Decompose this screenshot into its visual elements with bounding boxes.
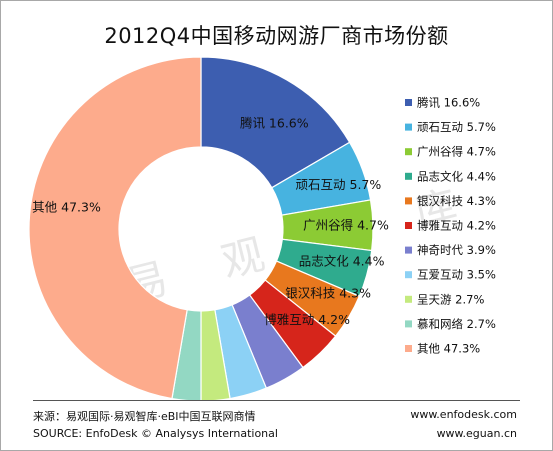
legend-label-6: 博雅互动 4.2% — [417, 219, 496, 233]
legend-label-7: 神奇时代 3.9% — [417, 243, 496, 257]
legend-swatch-5 — [405, 197, 412, 205]
legend-label-5: 银汉科技 4.3% — [417, 194, 496, 208]
legend-swatch-6 — [405, 222, 412, 229]
footer-source-en: SOURCE: EnfoDesk © Analysys Internationa… — [33, 427, 278, 440]
donut-slices — [28, 56, 374, 402]
legend: 腾讯 16.6% 顽石互动 5.7% 广州谷得 4.7% 品志文化 4.4% 银汉科技 … — [405, 96, 496, 356]
legend-swatch-3 — [405, 148, 412, 156]
footer-source-cn: 来源：易观国际·易观智库·eBI中国互联网商情 — [33, 410, 256, 423]
slice-label-5: 银汉科技 4.3% — [285, 286, 371, 301]
donut-slice-1 — [200, 56, 351, 189]
legend-swatch-11 — [405, 345, 412, 352]
legend-label-1: 腾讯 16.6% — [417, 96, 480, 110]
footer-url-enfodesk: www.enfodesk.com — [410, 408, 517, 421]
footer-divider — [33, 400, 520, 401]
legend-swatch-2 — [405, 123, 412, 131]
slice-label-1: 腾讯 16.6% — [240, 115, 309, 130]
slice-label-4: 品志文化 4.4% — [299, 254, 385, 269]
legend-label-3: 广州谷得 4.7% — [417, 145, 496, 159]
donut-slice-11 — [28, 56, 202, 400]
footer-url-eguan: www.eguan.cn — [436, 427, 517, 440]
slice-label-11: 其他 47.3% — [32, 200, 101, 215]
legend-swatch-10 — [405, 320, 412, 328]
legend-swatch-9 — [405, 295, 412, 303]
legend-swatch-8 — [405, 271, 412, 279]
chart-title: 2012Q4中国移动网游厂商市场份额 — [104, 24, 449, 48]
slice-label-2: 顽石互动 5.7% — [296, 177, 382, 192]
legend-label-10: 慕和网络 2.7% — [417, 317, 496, 331]
slice-label-6: 博雅互动 4.2% — [264, 312, 350, 327]
legend-label-11: 其他 47.3% — [417, 342, 480, 356]
legend-swatch-4 — [405, 172, 412, 180]
legend-label-8: 互爱互动 3.5% — [417, 268, 496, 282]
legend-swatch-1 — [405, 99, 412, 106]
donut-slice-labels: 腾讯 16.6% 顽石互动 5.7% 广州谷得 4.7% 品志文化 4.4% 银汉科技 … — [32, 115, 389, 327]
legend-label-2: 顽石互动 5.7% — [417, 120, 496, 134]
legend-label-9: 呈天游 2.7% — [417, 292, 484, 306]
slice-label-3: 广州谷得 4.7% — [303, 218, 389, 233]
legend-label-4: 品志文化 4.4% — [417, 169, 496, 183]
legend-swatch-7 — [405, 246, 412, 254]
